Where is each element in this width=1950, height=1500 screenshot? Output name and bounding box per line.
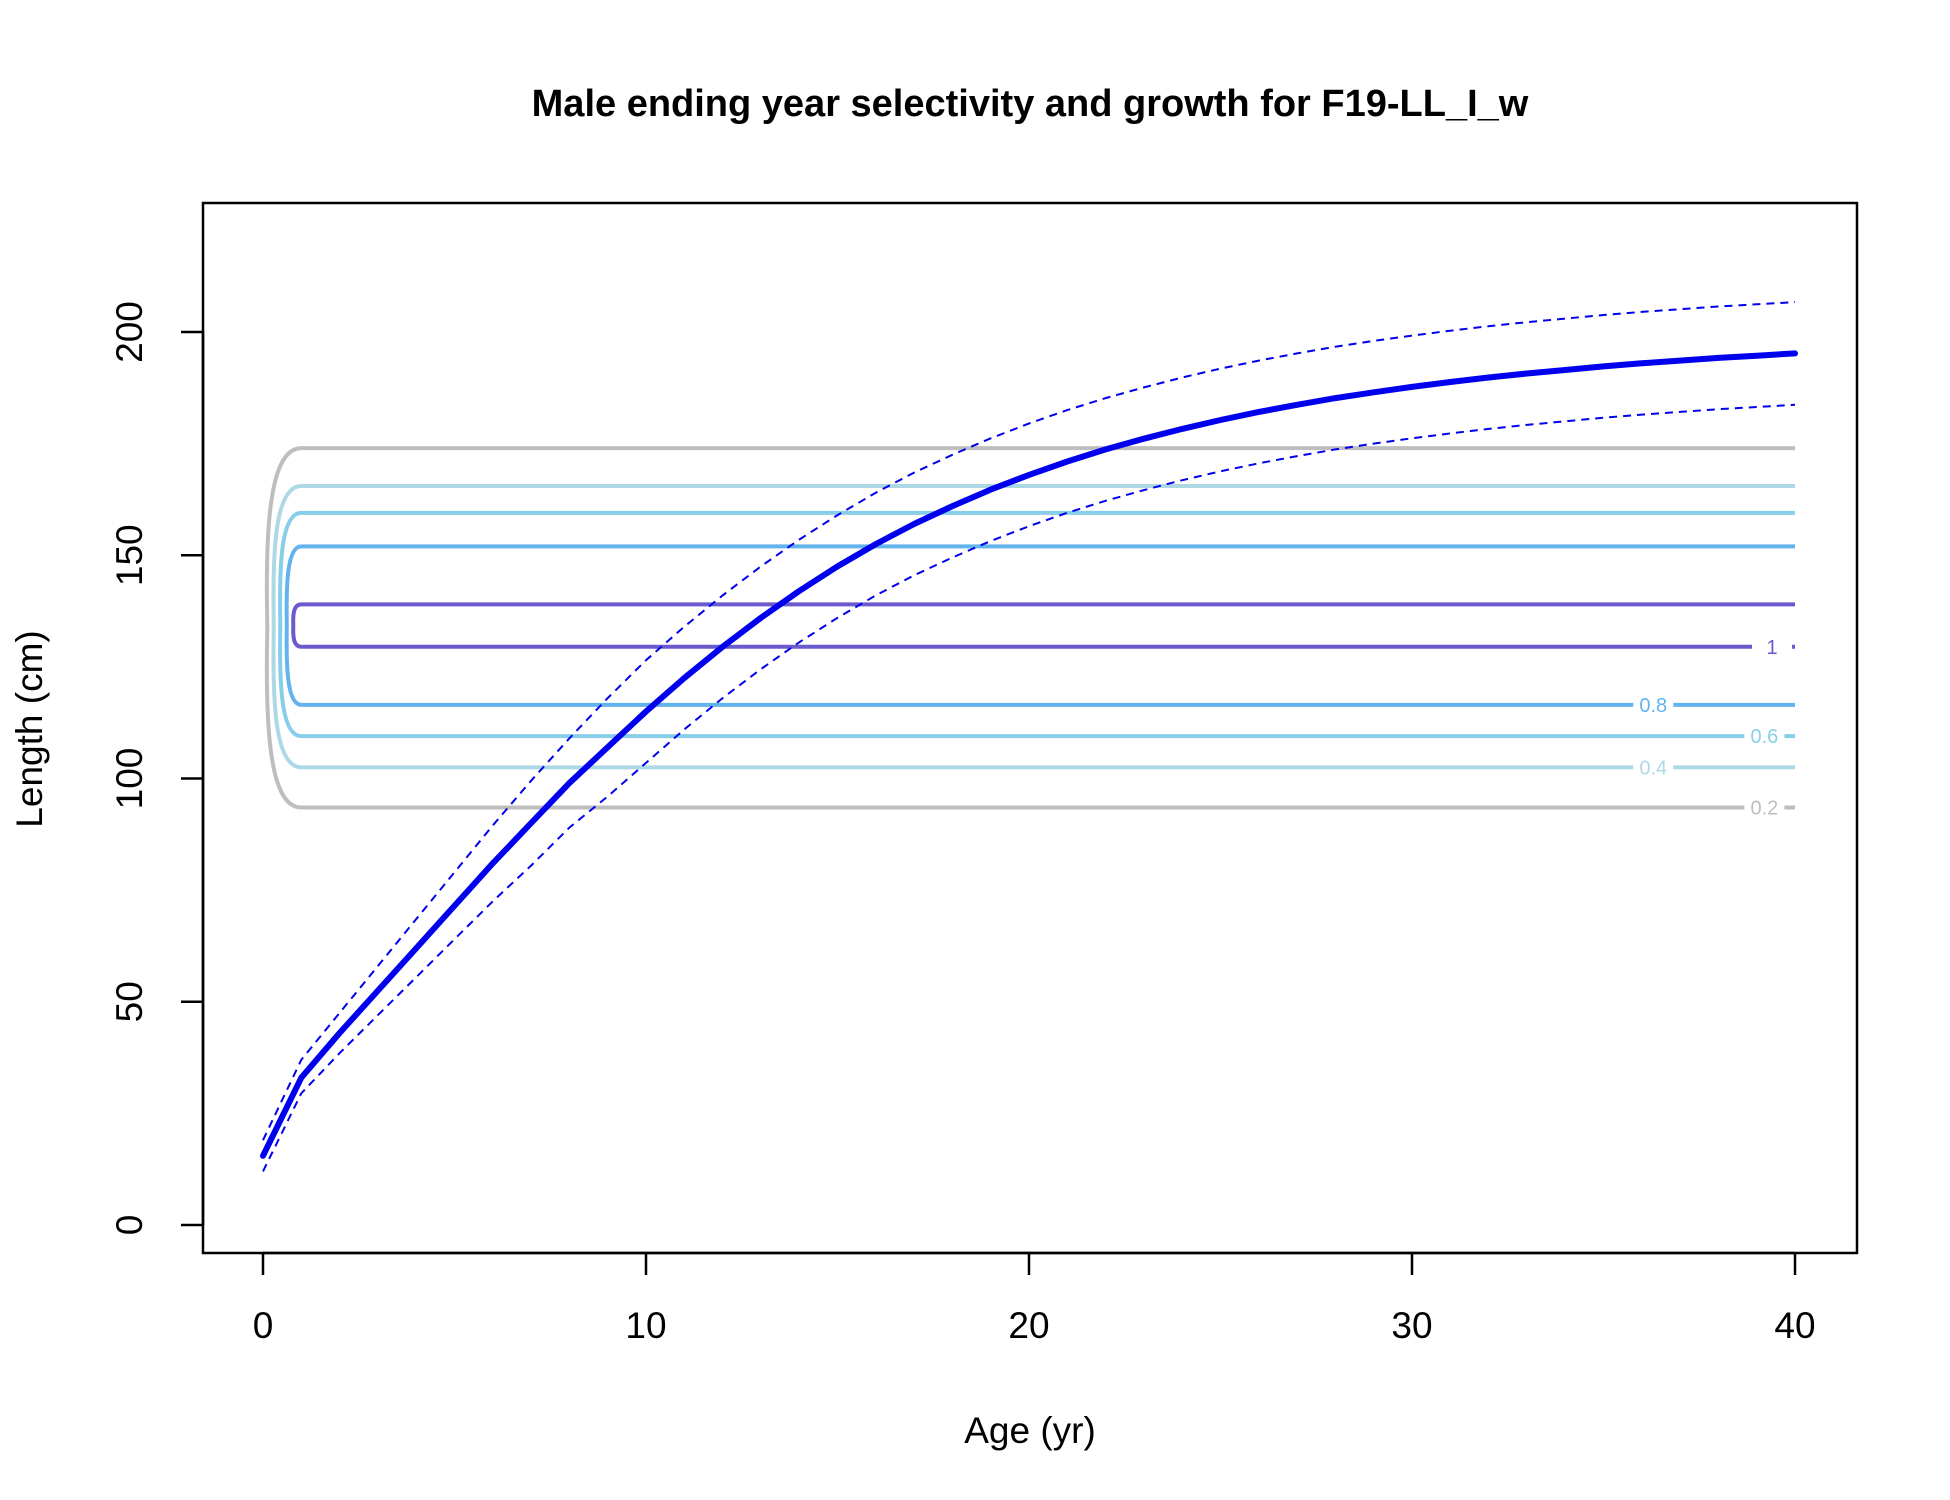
selectivity-contour-0.8 bbox=[284, 544, 1795, 707]
x-axis: 0 10 20 30 40 bbox=[253, 1251, 1816, 1346]
contour-label-0.4: 0.4 bbox=[1639, 757, 1667, 779]
y-tick-label: 150 bbox=[109, 524, 150, 586]
growth-upper-bound bbox=[262, 301, 1796, 1141]
contour-label-0.6: 0.6 bbox=[1750, 726, 1778, 748]
selectivity-contour-1 bbox=[291, 602, 1795, 649]
x-tick-label: 10 bbox=[625, 1305, 666, 1346]
contour-label-0.8: 0.8 bbox=[1639, 695, 1667, 717]
selectivity-contour-0.2 bbox=[264, 446, 1795, 810]
y-tick-label: 200 bbox=[109, 301, 150, 363]
y-tick-label: 100 bbox=[109, 748, 150, 810]
growth-curves bbox=[260, 301, 1798, 1172]
contour-label-0.2: 0.2 bbox=[1750, 798, 1778, 820]
x-tick-label: 40 bbox=[1774, 1305, 1815, 1346]
x-axis-label: Age (yr) bbox=[964, 1410, 1096, 1451]
selectivity-contours: 0.2 0.4 0.6 0.8 1 bbox=[264, 446, 1795, 820]
y-axis: 0 50 100 150 200 bbox=[109, 301, 205, 1236]
growth-lower-bound bbox=[262, 403, 1796, 1172]
x-tick-label: 20 bbox=[1008, 1305, 1049, 1346]
selectivity-contour-0.6 bbox=[278, 510, 1795, 739]
selectivity-contour-0.4 bbox=[271, 484, 1795, 770]
x-tick-label: 0 bbox=[253, 1305, 274, 1346]
growth-mean-curve bbox=[260, 350, 1798, 1159]
y-axis-label: Length (cm) bbox=[9, 630, 50, 827]
contour-label-1: 1 bbox=[1766, 637, 1777, 659]
y-tick-label: 0 bbox=[109, 1215, 150, 1236]
plot-area-frame bbox=[201, 201, 1859, 1255]
chart-title: Male ending year selectivity and growth … bbox=[532, 83, 1529, 125]
x-tick-label: 30 bbox=[1391, 1305, 1432, 1346]
y-tick-label: 50 bbox=[109, 981, 150, 1022]
